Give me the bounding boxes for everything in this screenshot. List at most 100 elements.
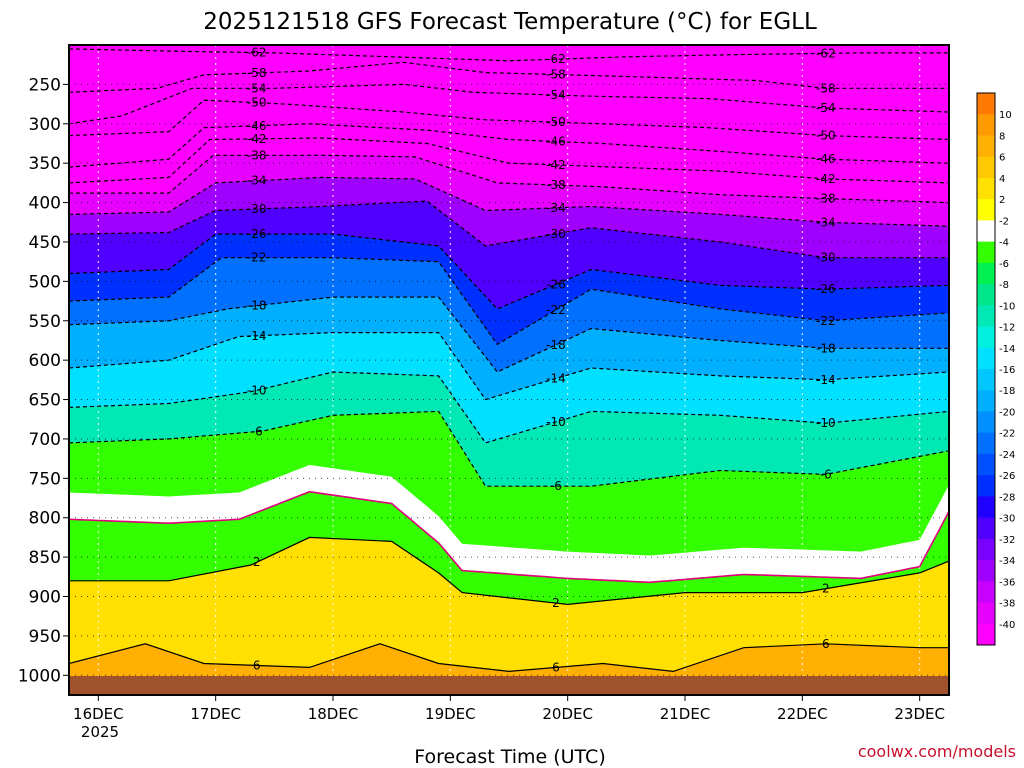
colorbar-tick-label: -22 (999, 429, 1015, 440)
isotherm-label: -50 (816, 129, 836, 143)
isotherm-label: -34 (247, 174, 267, 188)
isotherm-lines: -62 -62 -62-58 -58-58-54 -54-54-50-50-50-46-… (69, 46, 949, 674)
x-tick-label: 23DEC (894, 705, 945, 723)
isotherm-label: -18 (546, 338, 566, 352)
isotherm-label: -46 (247, 119, 267, 133)
y-tick-label: 800 (29, 509, 61, 529)
temperature-band (69, 138, 949, 203)
colorbar-swatch (977, 326, 995, 349)
colorbar-swatch (977, 560, 995, 582)
colorbar-tick-label: -2 (999, 216, 1009, 227)
isotherm-label: -30 (816, 251, 836, 265)
colorbar-swatch (977, 262, 995, 285)
isotherm-line (69, 200, 949, 259)
colorbar: 10 8 6 4 2 -2 -4 -6 -8 -10 -12 -14 -16 -18 -20 -22 -24 -2… (976, 92, 1015, 646)
grid-lines (69, 45, 949, 695)
colorbar-tick-label: -36 (999, 577, 1015, 588)
colorbar-swatch (977, 623, 995, 646)
isotherm-label: -22 (546, 303, 566, 317)
colorbar-swatch (977, 581, 995, 604)
isotherm-label: 6 (552, 660, 560, 674)
colorbar-swatch (977, 369, 995, 391)
isotherm-line (69, 61, 949, 93)
isotherm-line (69, 154, 949, 204)
colorbar-swatch (977, 220, 995, 243)
isotherm-label: -6 (251, 425, 263, 439)
x-tick-label: 22DEC (777, 705, 828, 723)
colorbar-tick-label: -18 (999, 386, 1015, 397)
isotherm-label: -18 (247, 299, 267, 313)
isotherm-label: -42 (546, 158, 566, 172)
plot-area: -62 -62 -62-58 -58-58-54 -54-54-50-50-50-46-… (69, 45, 949, 695)
x-tick-year: 2025 (81, 723, 119, 741)
isotherm-label: -42 (247, 132, 267, 146)
colorbar-swatch (977, 199, 995, 221)
isotherm-line (69, 536, 949, 606)
isotherm-label: -34 (816, 215, 836, 229)
colorbar-tick-label: -30 (999, 514, 1015, 525)
colorbar-swatch (977, 241, 995, 264)
colorbar-tick-label: -14 (999, 344, 1015, 355)
chart-title: 2025121518 GFS Forecast Temperature (°C)… (203, 9, 817, 35)
isotherm-label: -6 (550, 479, 562, 493)
colorbar-frame (976, 92, 996, 646)
isotherm-line (69, 83, 949, 125)
isotherm-label: -58 (816, 81, 836, 95)
y-tick-label: 850 (29, 548, 61, 568)
temperature-band (69, 297, 949, 400)
isotherm-line (69, 233, 949, 310)
colorbar-swatch (977, 156, 995, 179)
colorbar-swatch (977, 496, 995, 519)
colorbar-tick-label: -20 (999, 407, 1015, 418)
isotherm-label: -50 (546, 115, 566, 129)
y-tick-label: 650 (29, 391, 61, 411)
colorbar-tick-label: -6 (999, 259, 1009, 270)
x-tick-label: 18DEC (308, 705, 359, 723)
y-tick-label: 1000 (18, 666, 61, 686)
isotherm-label: -26 (816, 282, 836, 296)
colorbar-tick-label: -24 (999, 450, 1015, 461)
colorbar-swatch (977, 93, 995, 115)
y-tick-label: 950 (29, 627, 61, 647)
colorbar-swatch (977, 305, 995, 328)
credit-link[interactable]: coolwx.com/models (858, 742, 1016, 761)
x-tick-label: 21DEC (660, 705, 711, 723)
colorbar-swatch (977, 390, 995, 412)
isotherm-line (69, 176, 949, 227)
x-tick-label: 17DEC (190, 705, 241, 723)
temperature-band (69, 372, 949, 487)
freezing-line (69, 490, 949, 584)
x-tick-label: 20DEC (542, 705, 593, 723)
isotherm-label: -14 (546, 372, 566, 386)
isotherm-line (69, 371, 949, 444)
isotherm-label: -26 (546, 277, 566, 291)
colorbar-tick-label: 10 (999, 110, 1012, 121)
temperature-band (69, 537, 949, 672)
colorbar-tick-label: -4 (999, 238, 1009, 249)
isotherm-line (69, 99, 949, 141)
colorbar-swatch (977, 135, 995, 158)
colorbar-tick-label: 8 (999, 131, 1005, 142)
isotherm-label: -22 (816, 314, 836, 328)
colorbar-swatch (977, 284, 995, 306)
isotherm-label: -14 (816, 373, 836, 387)
colorbar-tick-label: 6 (999, 153, 1005, 164)
y-tick-label: 250 (29, 75, 61, 95)
isotherm-label: -58 (247, 66, 267, 80)
isotherm-label: -46 (546, 135, 566, 149)
plot-frame (68, 44, 950, 696)
isotherm-line (69, 123, 949, 168)
isotherm-label: 6 (822, 637, 830, 651)
colorbar-tick-label: -10 (999, 301, 1015, 312)
isotherm-label: 2 (822, 582, 830, 596)
isotherm-line (69, 296, 949, 373)
colorbar-tick-label: -38 (999, 599, 1015, 610)
colorbar-swatch (977, 602, 995, 625)
y-tick-label: 550 (29, 312, 61, 332)
x-axis-label: Forecast Time (UTC) (414, 746, 605, 768)
colorbar-swatch (977, 517, 995, 540)
y-tick-label: 700 (29, 430, 61, 450)
y-tick-label: 600 (29, 351, 61, 371)
temperature-band (69, 234, 949, 345)
colorbar-tick-label: -8 (999, 280, 1009, 291)
